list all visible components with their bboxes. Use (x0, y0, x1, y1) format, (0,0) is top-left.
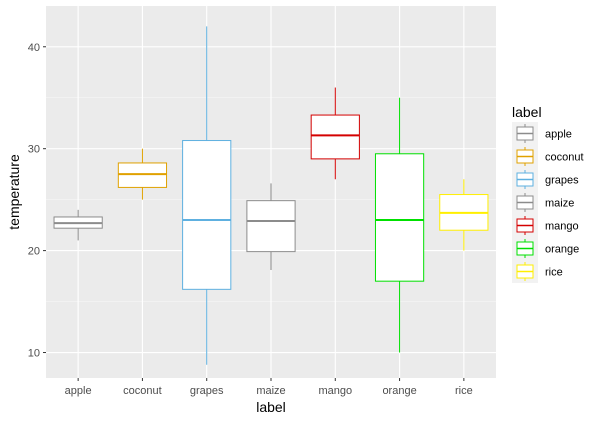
y-tick-label: 30 (28, 144, 40, 156)
legend-item-orange: orange (512, 237, 579, 260)
x-tick-label: orange (382, 385, 416, 397)
x-tick-label: maize (256, 385, 285, 397)
box-body (117, 162, 168, 188)
legend-title: label (512, 104, 542, 120)
legend-label: grapes (545, 175, 579, 187)
x-tick-label: grapes (190, 385, 224, 397)
box-grapes (182, 26, 232, 365)
y-tick-label: 20 (28, 246, 40, 258)
legend-label: orange (545, 244, 579, 256)
box-body (310, 114, 360, 160)
x-tick-label: rice (455, 385, 473, 397)
legend-label: apple (545, 129, 572, 141)
legend-label: maize (545, 198, 574, 210)
box-orange (374, 97, 425, 353)
box-mango (310, 87, 360, 180)
y-axis-title: temperature (6, 154, 22, 230)
legend: label apple coconut grapes maize mango orange… (512, 104, 584, 283)
legend-item-mango: mango (512, 214, 579, 237)
box-coconut (117, 148, 168, 200)
box-apple (53, 209, 103, 241)
legend-item-maize: maize (512, 191, 574, 214)
box-body (182, 140, 232, 290)
x-axis-title: label (256, 399, 286, 415)
box-maize (246, 183, 296, 270)
legend-label: rice (545, 267, 563, 279)
x-tick-label: coconut (123, 385, 162, 397)
box-body (374, 153, 425, 282)
legend-item-rice: rice (512, 260, 563, 283)
x-tick-label: mango (318, 385, 352, 397)
box-series (53, 26, 489, 365)
box-body (246, 200, 296, 253)
legend-item-grapes: grapes (512, 168, 579, 191)
legend-item-apple: apple (512, 122, 572, 145)
x-tick-label: apple (65, 385, 92, 397)
legend-items: apple coconut grapes maize mango orange rice (512, 122, 584, 283)
legend-label: coconut (545, 152, 584, 164)
box-rice (439, 179, 489, 251)
x-axis: apple coconut grapes maize mango orange rice (65, 378, 473, 397)
y-tick-label: 40 (28, 42, 40, 54)
y-tick-label: 10 (28, 348, 40, 360)
legend-item-coconut: coconut (512, 145, 584, 168)
y-axis: 10 20 30 40 (28, 42, 46, 360)
legend-label: mango (545, 221, 579, 233)
